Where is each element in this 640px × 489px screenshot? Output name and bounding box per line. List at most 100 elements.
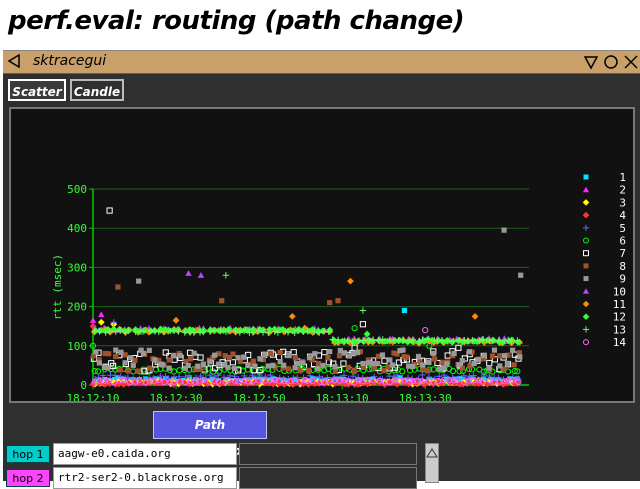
hop-2-button[interactable]: hop 2 (6, 469, 50, 487)
data-point (381, 357, 388, 364)
scroll-up-icon[interactable] (426, 447, 438, 459)
y-tick-label: 400 (67, 222, 87, 235)
x-tick-label: 18:12:10 (67, 392, 120, 401)
data-point (196, 379, 204, 387)
data-point (99, 372, 107, 379)
data-point (101, 380, 109, 388)
data-point (395, 378, 403, 385)
data-point (281, 362, 287, 368)
data-point (236, 329, 244, 336)
data-point (185, 362, 191, 369)
data-point (332, 364, 338, 370)
data-point (417, 359, 423, 365)
window-menu-icon[interactable] (7, 54, 21, 68)
maximize-icon[interactable] (603, 54, 619, 70)
data-point (517, 354, 523, 360)
data-point (450, 377, 457, 384)
data-point (416, 337, 423, 345)
data-point (235, 355, 241, 361)
legend-label-6: 6 (619, 235, 626, 248)
data-point (138, 347, 144, 353)
legend-marker-4 (582, 211, 590, 219)
legend-label-2: 2 (619, 184, 626, 197)
data-point (197, 366, 203, 372)
hop-2-detail-field[interactable] (239, 467, 417, 489)
data-point (316, 373, 323, 381)
data-point (212, 352, 218, 358)
data-point (146, 347, 152, 353)
data-point (314, 327, 322, 335)
close-icon[interactable] (623, 54, 639, 70)
hop-1-host-field[interactable]: aagw-e0.caida.org (53, 443, 237, 465)
legend-label-7: 7 (619, 247, 626, 260)
data-point (325, 354, 331, 361)
data-point (249, 329, 257, 336)
window-titlebar[interactable]: sktracegui (3, 51, 640, 74)
data-point (332, 376, 338, 382)
data-point (438, 337, 446, 344)
hop-2-host-field[interactable]: rtr2-ser2-0.blackrose.org (53, 467, 237, 489)
data-point (187, 356, 194, 362)
data-point (346, 353, 352, 359)
data-point (210, 368, 217, 375)
tab-candle[interactable]: Candle (70, 79, 124, 101)
data-point (404, 354, 410, 360)
data-point (359, 337, 367, 344)
minimize-icon[interactable] (583, 54, 599, 70)
hop-list-scrollbar[interactable] (425, 443, 439, 483)
data-point (259, 365, 266, 372)
data-point (125, 368, 131, 374)
data-point (419, 336, 426, 343)
data-point (515, 378, 522, 385)
series-14 (92, 327, 522, 386)
data-point (222, 361, 228, 368)
data-point (342, 376, 349, 384)
data-point (310, 376, 317, 383)
data-point (185, 372, 193, 379)
data-point (132, 378, 139, 385)
data-point (206, 328, 214, 335)
data-point (152, 357, 158, 363)
data-point (295, 379, 303, 387)
data-point (237, 326, 245, 334)
data-point (255, 327, 262, 335)
data-point (366, 359, 372, 366)
hop-1-detail-field[interactable] (239, 443, 417, 465)
data-point (189, 326, 197, 334)
data-point (325, 328, 332, 335)
data-point (122, 329, 129, 336)
data-point (486, 337, 493, 345)
tab-scatter[interactable]: Scatter (8, 79, 66, 101)
data-point (420, 366, 426, 372)
data-point (401, 353, 407, 360)
data-point (241, 354, 247, 360)
data-point (197, 377, 204, 384)
rtt-scatter-chart: 0 100 200 300 400 500 18:12:10 18:12:30 18:12:50… (51, 171, 626, 401)
data-point (122, 360, 128, 366)
data-point (399, 368, 406, 375)
data-point (376, 377, 383, 384)
data-point (235, 378, 242, 385)
outlier-point (401, 307, 408, 314)
data-point (424, 335, 432, 343)
data-point (415, 353, 422, 360)
data-point (355, 377, 362, 384)
data-point (387, 357, 393, 363)
data-point (486, 377, 493, 384)
data-point (265, 329, 272, 336)
data-point (140, 350, 147, 357)
data-point (142, 379, 149, 386)
data-point (431, 356, 438, 362)
path-information-button[interactable]: Path Information (153, 411, 267, 458)
data-point (132, 357, 138, 363)
data-point (375, 353, 381, 359)
data-point (276, 374, 283, 382)
data-point (262, 352, 268, 358)
outlier-point (115, 284, 121, 290)
outlier-point (351, 325, 358, 332)
data-point (177, 353, 183, 359)
hop-1-button[interactable]: hop 1 (6, 445, 50, 463)
data-point (459, 358, 465, 364)
data-point (394, 351, 400, 357)
data-point (287, 378, 294, 385)
